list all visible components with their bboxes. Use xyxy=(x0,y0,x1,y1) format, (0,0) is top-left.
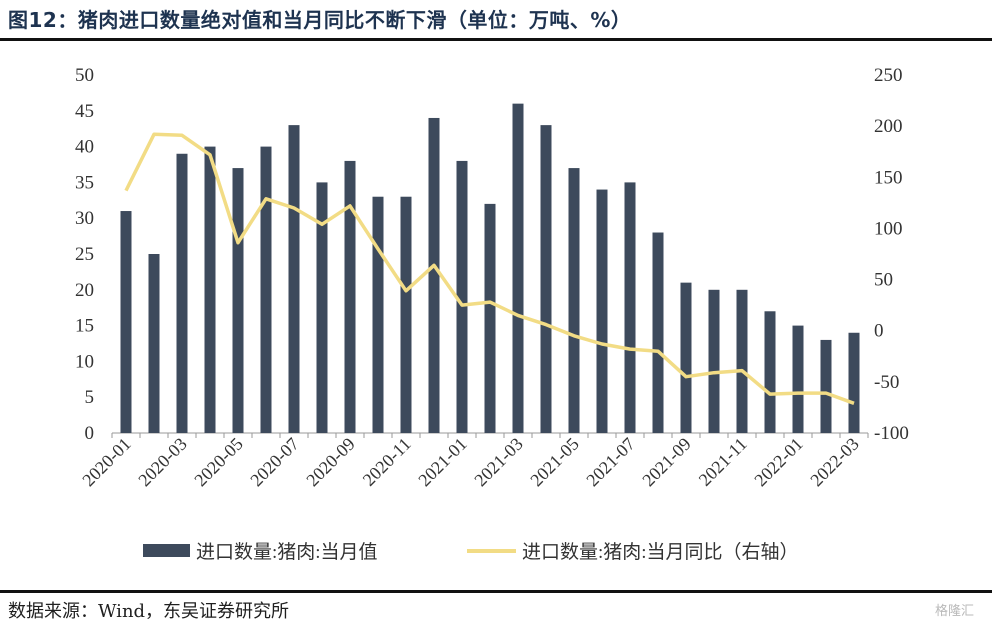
chart-title: 图12：猪肉进口数量绝对值和当月同比不断下滑（单位：万吨、%） xyxy=(8,8,632,32)
bar xyxy=(820,339,832,433)
bar xyxy=(204,146,216,433)
bar xyxy=(792,325,804,433)
bar xyxy=(764,311,776,433)
x-tick-label: 2021-03 xyxy=(470,434,527,491)
yoy-line xyxy=(124,132,855,405)
bar xyxy=(400,196,412,433)
bar xyxy=(540,125,552,434)
bar xyxy=(260,146,272,433)
bar xyxy=(316,182,328,433)
bar xyxy=(456,160,468,434)
y-right-tick-label: 150 xyxy=(874,167,903,188)
bar xyxy=(288,125,300,434)
y-right-tick-label: 250 xyxy=(874,65,903,86)
bar xyxy=(680,282,692,433)
y-left-tick-label: 15 xyxy=(75,316,94,337)
x-tick-label: 2020-05 xyxy=(190,434,247,491)
x-tick-label: 2020-07 xyxy=(246,434,303,491)
y-right-tick-label: 200 xyxy=(874,116,903,137)
legend-bar-swatch xyxy=(143,544,190,557)
y-left-tick-label: 40 xyxy=(75,137,94,158)
bar xyxy=(624,182,636,433)
bar xyxy=(148,254,160,433)
x-tick-label: 2021-07 xyxy=(582,434,639,491)
legend-bar-label: 进口数量:猪肉:当月值 xyxy=(196,541,378,563)
y-left-tick-label: 5 xyxy=(85,387,95,408)
y-left-tick-label: 50 xyxy=(75,65,94,86)
bar xyxy=(372,196,384,433)
y-right-tick-label: -50 xyxy=(874,372,899,393)
bar xyxy=(232,168,244,433)
bar xyxy=(428,117,440,434)
x-tick-label: 2021-01 xyxy=(414,434,471,491)
x-tick-label: 2020-09 xyxy=(302,434,359,491)
bar xyxy=(708,289,720,433)
bottom-rule xyxy=(0,590,992,593)
x-tick-label: 2020-11 xyxy=(359,434,415,490)
bar xyxy=(596,189,608,433)
y-left-tick-label: 45 xyxy=(75,101,94,122)
bar xyxy=(736,289,748,433)
y-left-tick-label: 35 xyxy=(75,172,94,193)
x-tick-label: 2022-03 xyxy=(806,434,863,491)
x-tick-label: 2021-05 xyxy=(526,434,583,491)
legend-line-label: 进口数量:猪肉:当月同比（右轴） xyxy=(522,541,799,563)
x-tick-label: 2022-01 xyxy=(750,434,807,491)
top-rule xyxy=(0,38,992,41)
source-note: 数据来源：Wind，东吴证券研究所 xyxy=(8,601,290,622)
x-tick-label: 2021-09 xyxy=(638,434,695,491)
bar xyxy=(344,160,356,434)
y-left-tick-label: 0 xyxy=(85,423,95,444)
chart: 0 5 10 15 20 25 30 35 40 45 50 -100 -50 0 50 100 150 200 2… xyxy=(75,65,909,563)
y-right-tick-label: 100 xyxy=(874,218,903,239)
bar xyxy=(652,232,664,433)
bar xyxy=(512,103,524,433)
x-tick-label: 2021-11 xyxy=(695,434,751,490)
y-right-tick-label: 0 xyxy=(874,321,884,342)
bar xyxy=(848,332,860,433)
bar xyxy=(568,168,580,433)
bar xyxy=(120,211,132,433)
y-right-tick-label: 50 xyxy=(874,270,893,291)
y-left-tick-label: 25 xyxy=(75,244,94,265)
watermark: 格隆汇 xyxy=(934,604,974,619)
y-left-tick-label: 10 xyxy=(75,351,94,372)
x-tick-label: 2020-03 xyxy=(134,434,191,491)
bar xyxy=(484,203,496,433)
y-left-tick-label: 20 xyxy=(75,280,94,301)
y-left-tick-label: 30 xyxy=(75,208,94,229)
bar xyxy=(176,153,188,433)
y-right-tick-label: -100 xyxy=(874,423,909,444)
